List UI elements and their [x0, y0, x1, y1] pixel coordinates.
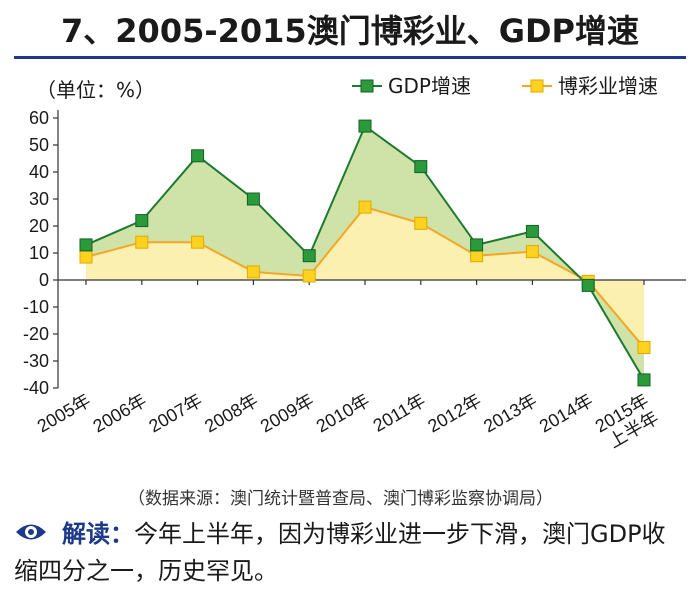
x-tick-label: 2009年	[257, 390, 317, 436]
gdp-point	[358, 119, 372, 133]
x-tick-label: 2006年	[90, 390, 150, 436]
x-tick-label: 2008年	[201, 390, 261, 436]
chart-areas	[86, 126, 644, 380]
title-rule	[14, 56, 686, 59]
gdp-point	[525, 224, 539, 238]
gaming-point	[246, 265, 260, 279]
chart-markers	[79, 119, 651, 387]
y-tick-label: -30	[23, 351, 49, 371]
chart-title: 7、2005-2015澳门博彩业、GDP增速	[61, 12, 639, 50]
gaming-point	[414, 216, 428, 230]
y-tick-label: -10	[23, 297, 49, 317]
gdp-point	[135, 214, 149, 228]
x-tick-label: 2011年	[370, 390, 429, 436]
chart: GDP增速 博彩业增速 6050403020100-10-20-30-402005…	[23, 74, 686, 454]
y-tick-label: 20	[29, 216, 49, 236]
gaming-point	[302, 269, 316, 283]
legend-gdp-marker	[360, 79, 374, 93]
gaming-point	[79, 250, 93, 264]
legend-gaming-label: 博彩业增速	[558, 74, 658, 98]
gdp-point	[470, 238, 484, 252]
gdp-point	[191, 149, 205, 163]
legend-gdp-label: GDP增速	[388, 74, 471, 98]
legend-gaming-marker	[530, 79, 544, 93]
note-text: 今年上半年，因为博彩业进一步下滑，澳门GDP收缩四分之一，历史罕见。	[14, 520, 666, 585]
chart-labels: 6050403020100-10-20-30-402005年2006年2007年…	[23, 108, 662, 454]
x-tick-label: 2010年	[313, 390, 373, 436]
y-tick-label: 50	[29, 135, 49, 155]
y-tick-label: 0	[39, 270, 49, 290]
x-tick-label: 2012年	[424, 390, 484, 436]
y-tick-label: 40	[29, 162, 49, 182]
gdp-point	[637, 373, 651, 387]
gdp-point	[581, 278, 595, 292]
y-tick-label: 30	[29, 189, 49, 209]
y-tick-label: 60	[29, 108, 49, 128]
x-tick-label: 2013年	[480, 390, 540, 436]
x-tick-label: 2015年上半年	[592, 390, 662, 454]
source-note: （数据来源：澳门统计暨普查局、澳门博彩监察协调局）	[128, 489, 553, 509]
gaming-point	[470, 249, 484, 263]
gaming-point	[637, 341, 651, 354]
gaming-point	[135, 235, 149, 249]
gdp-point	[414, 160, 428, 174]
gdp-point	[79, 238, 93, 252]
analysis-note: 解读：今年上半年，因为博彩业进一步下滑，澳门GDP收缩四分之一，历史罕见。	[14, 516, 684, 589]
gaming-area	[86, 207, 644, 348]
unit-label: （单位：%）	[36, 78, 156, 102]
y-tick-label: -40	[23, 378, 49, 398]
y-tick-label: 10	[29, 243, 49, 263]
eye-icon	[14, 517, 48, 553]
x-tick-label: 2014年	[536, 390, 596, 436]
gaming-point	[525, 245, 539, 259]
gaming-point	[358, 200, 372, 214]
gdp-point	[246, 192, 260, 206]
gaming-point	[191, 235, 205, 249]
x-tick-label: 2007年	[145, 390, 205, 436]
note-lead: 解读：	[62, 520, 134, 548]
gdp-point	[302, 249, 316, 263]
gdp-area	[86, 126, 644, 380]
y-tick-label: -20	[23, 324, 49, 344]
legend: GDP增速 博彩业增速	[352, 74, 658, 98]
